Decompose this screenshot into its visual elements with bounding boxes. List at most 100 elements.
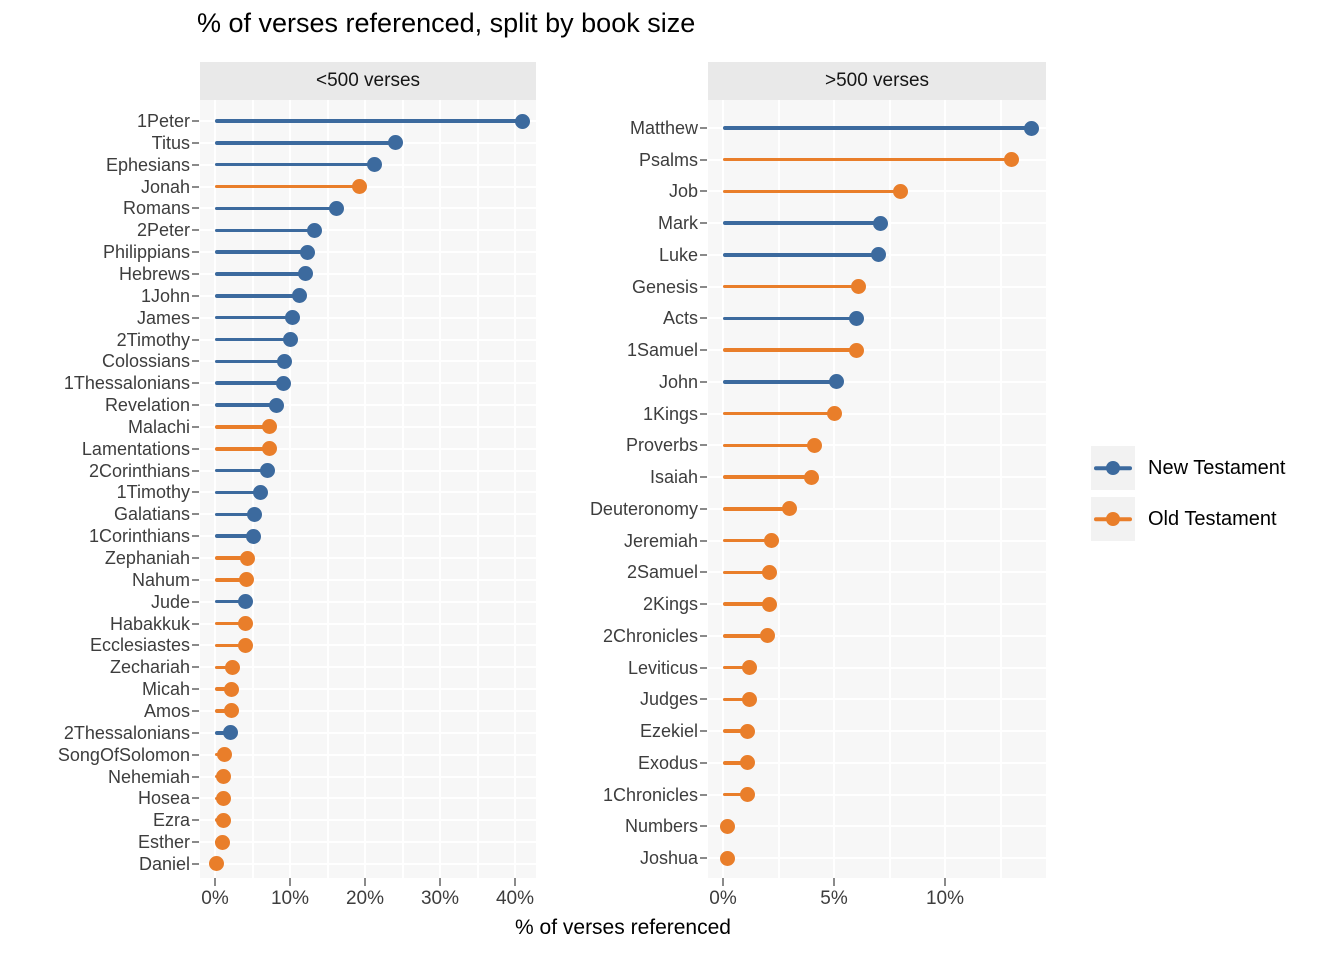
lollipop-dot xyxy=(224,659,240,675)
h-gridline xyxy=(708,285,1046,288)
h-gridline xyxy=(200,862,536,865)
y-axis-tick xyxy=(192,272,199,275)
y-axis-tick xyxy=(192,775,199,778)
y-axis-label: Ecclesiastes xyxy=(89,635,190,656)
y-axis-tick xyxy=(192,207,199,210)
x-axis-tick-label: 40% xyxy=(495,888,535,909)
y-axis-label: Deuteronomy xyxy=(589,498,698,519)
y-axis-tick xyxy=(192,251,199,254)
y-axis-label: 2Peter xyxy=(136,220,190,241)
y-axis-label: Genesis xyxy=(631,276,698,297)
h-gridline xyxy=(708,666,1046,669)
y-axis-tick xyxy=(192,862,199,865)
v-gridline-minor xyxy=(251,100,254,878)
h-gridline xyxy=(200,731,536,734)
x-axis-tick-label: 10% xyxy=(925,888,965,909)
legend-label-old-testament: Old Testament xyxy=(1148,507,1277,530)
lollipop-stem xyxy=(215,381,284,385)
h-gridline xyxy=(708,603,1046,606)
h-gridline xyxy=(200,535,536,538)
y-axis-label: SongOfSolomon xyxy=(57,744,190,765)
v-gridline-major xyxy=(944,100,946,878)
legend-dot-icon xyxy=(1106,461,1120,475)
lollipop-dot xyxy=(848,342,864,358)
y-axis-tick xyxy=(192,666,199,669)
h-gridline xyxy=(200,819,536,822)
y-axis-label: John xyxy=(658,371,698,392)
facet-panel-large-books xyxy=(708,100,1046,878)
h-gridline xyxy=(200,469,536,472)
lollipop-dot xyxy=(870,247,886,263)
y-axis-tick xyxy=(700,127,707,129)
lollipop-dot xyxy=(298,266,314,282)
y-axis-tick xyxy=(700,603,707,606)
lollipop-stem xyxy=(215,556,248,560)
lollipop-dot xyxy=(239,550,255,566)
x-axis-tick xyxy=(833,878,835,886)
lollipop-dot xyxy=(306,222,322,238)
y-axis-tick xyxy=(192,731,199,734)
y-axis-label: Lamentations xyxy=(81,438,190,459)
lollipop-stem xyxy=(215,512,254,517)
y-axis-tick xyxy=(700,698,707,701)
y-axis-tick xyxy=(192,578,199,581)
lollipop-stem xyxy=(215,119,523,123)
h-gridline xyxy=(708,349,1046,352)
y-axis-label: Judges xyxy=(639,689,698,710)
y-axis-tick xyxy=(192,841,199,844)
lollipop-stem xyxy=(215,228,314,232)
lollipop-stem xyxy=(723,443,815,448)
h-gridline xyxy=(200,382,536,385)
lollipop-dot xyxy=(1004,152,1020,168)
lollipop-dot xyxy=(826,406,842,422)
lollipop-dot xyxy=(246,506,262,522)
h-gridline xyxy=(200,207,536,210)
y-axis-tick xyxy=(192,491,199,494)
x-axis-tick xyxy=(722,878,724,886)
h-gridline xyxy=(200,251,536,254)
y-axis-tick xyxy=(192,404,199,407)
y-axis-label: Acts xyxy=(662,308,698,329)
lollipop-dot xyxy=(260,463,275,479)
lollipop-dot xyxy=(739,723,755,739)
y-axis-tick xyxy=(192,819,199,822)
h-gridline xyxy=(200,644,536,647)
lollipop-dot xyxy=(223,725,239,741)
lollipop-stem xyxy=(723,221,881,225)
lollipop-dot xyxy=(262,419,278,435)
y-axis-tick xyxy=(192,513,199,516)
lollipop-stem xyxy=(215,468,268,473)
y-axis-tick xyxy=(700,317,707,320)
lollipop-stem xyxy=(723,253,879,257)
y-axis-label: Revelation xyxy=(104,395,190,416)
h-gridline xyxy=(200,841,536,844)
h-gridline xyxy=(200,425,536,428)
lollipop-dot xyxy=(742,660,758,676)
lollipop-dot xyxy=(238,594,254,610)
y-axis-label: Micah xyxy=(141,679,190,700)
lollipop-dot xyxy=(515,113,530,129)
lollipop-dot xyxy=(366,157,382,173)
v-gridline-major xyxy=(289,100,291,878)
h-gridline xyxy=(708,444,1046,447)
h-gridline xyxy=(708,857,1046,860)
y-axis-tick xyxy=(700,444,707,447)
y-axis-label: 2Thessalonians xyxy=(63,722,190,743)
h-gridline xyxy=(708,825,1046,828)
y-axis-label: Ezra xyxy=(152,810,190,831)
h-gridline xyxy=(708,730,1046,733)
lollipop-stem xyxy=(723,761,748,765)
y-axis-label: Luke xyxy=(658,244,698,265)
lollipop-dot xyxy=(848,310,864,326)
lollipop-stem xyxy=(723,507,790,511)
y-axis-label: 1Kings xyxy=(642,403,698,424)
lollipop-stem xyxy=(215,599,246,604)
lollipop-dot xyxy=(762,596,778,612)
legend-item-new-testament: New Testament xyxy=(1091,446,1285,490)
lollipop-dot xyxy=(739,755,755,771)
legend-key-new-testament xyxy=(1091,446,1135,490)
lollipop-stem xyxy=(215,425,270,429)
lollipop-stem xyxy=(215,403,277,407)
y-axis-label: Matthew xyxy=(629,118,698,138)
